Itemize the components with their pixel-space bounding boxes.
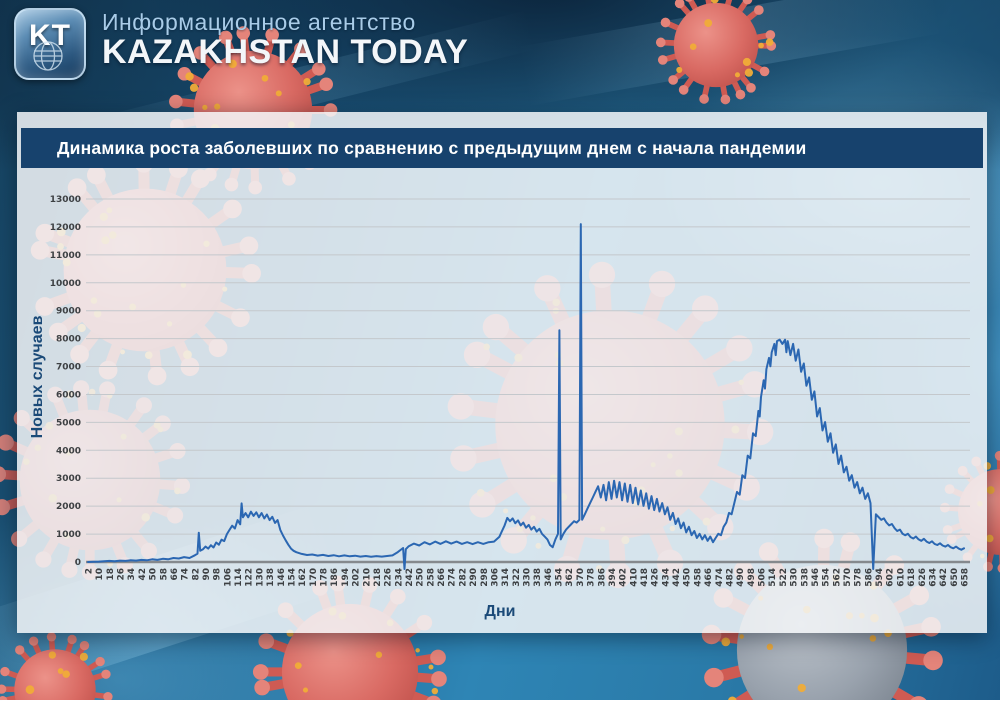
- chart-panel: Динамика роста заболевших по сравнению с…: [17, 112, 987, 633]
- chart-title: Динамика роста заболевших по сравнению с…: [57, 138, 807, 159]
- virus-icon: [656, 0, 776, 104]
- globe-icon: [26, 41, 76, 73]
- header: KT Информационное агентство KAZAKHSTAN T…: [14, 8, 468, 80]
- agency-tagline: Информационное агентство: [102, 10, 468, 34]
- brand-name: KAZAKHSTAN TODAY: [102, 34, 468, 71]
- kt-logo: KT: [14, 8, 86, 80]
- virus-icon: [0, 632, 113, 700]
- header-text: Информационное агентство KAZAKHSTAN TODA…: [102, 8, 468, 71]
- chart-title-bar: Динамика роста заболевших по сравнению с…: [21, 128, 983, 168]
